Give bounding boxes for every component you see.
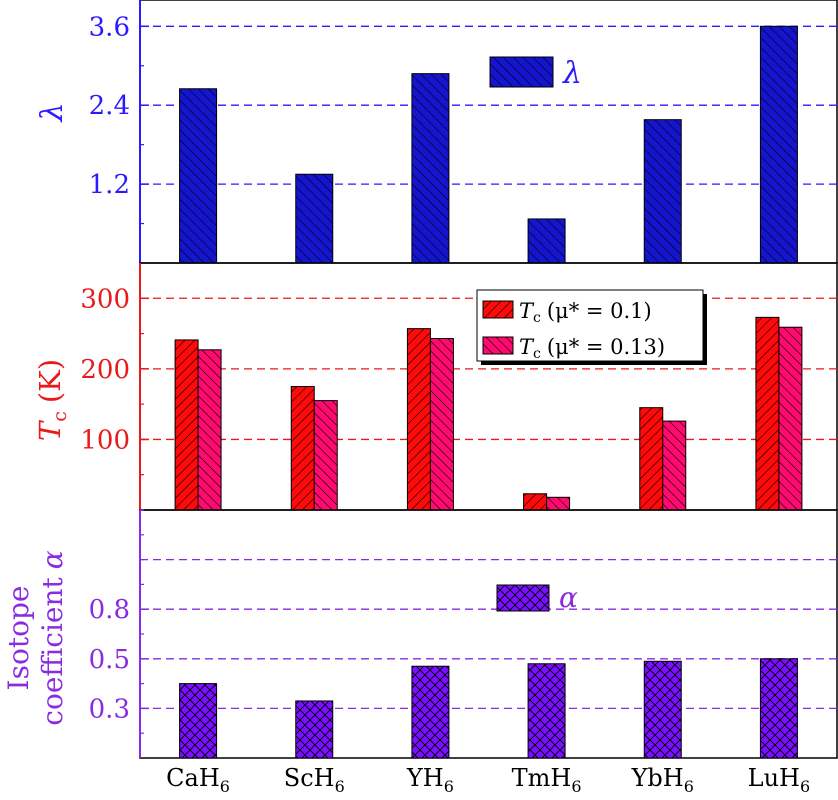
panel-lambda: 1.2 2.4 3.6 λ λ: [35, 0, 838, 264]
tc-axis-label-unit: (K): [33, 359, 67, 403]
bar: [755, 316, 780, 511]
alpha-grid: [140, 558, 837, 710]
bar: [546, 496, 571, 511]
tc-legend-swatch-2: [482, 336, 514, 355]
alpha-axis-label-line2: coefficient α: [36, 550, 69, 725]
y-tick-label: 200: [80, 355, 130, 385]
panel-tc: 100 200 300 Tc (K) Tc (μ* = 0.1) Tc (μ* = 0.1…: [33, 262, 838, 511]
bar: [523, 493, 548, 511]
alpha-legend-label: α: [559, 581, 578, 614]
tc-legend-label-2-main: T: [519, 335, 535, 359]
lambda-legend-swatch: [489, 56, 554, 88]
lambda-grid: [140, 25, 837, 185]
bar: [411, 665, 450, 759]
tc-axis-label: Tc (K): [33, 359, 71, 441]
x-tick-label: YbH6: [631, 764, 694, 796]
panel-alpha-frame: [139, 509, 838, 759]
bar: [295, 173, 334, 264]
tc-axis-label-sub: c: [49, 411, 71, 422]
y-tick-label: 100: [80, 425, 130, 455]
bar: [295, 700, 334, 759]
bar: [174, 339, 199, 511]
x-tick-label: CaH6: [166, 764, 230, 796]
bar: [759, 658, 798, 759]
x-tick-label: YH6: [406, 764, 454, 796]
alpha-axis-label-symbol: α: [36, 550, 69, 569]
y-tick-label: 0.8: [89, 595, 130, 625]
bar: [527, 218, 566, 264]
bar: [643, 660, 682, 759]
panel-alpha: 0.3 0.5 0.8 Isotope coefficient α α: [2, 509, 838, 759]
tc-legend-label-2: Tc (μ* = 0.13): [519, 335, 665, 362]
tc-legend-label-1-sub: c: [533, 310, 541, 326]
bar: [527, 663, 566, 759]
alpha-axis-label-line1: Isotope: [2, 586, 35, 691]
tc-legend: Tc (μ* = 0.1) Tc (μ* = 0.13): [476, 289, 707, 365]
bar: [429, 338, 454, 511]
y-tick-label: 3.6: [89, 12, 130, 42]
bar: [179, 683, 218, 759]
lambda-legend: λ: [489, 56, 582, 91]
lambda-ticks: 1.2 2.4 3.6: [89, 12, 149, 225]
tc-legend-label-2-rest: (μ* = 0.13): [547, 335, 665, 359]
lambda-bars: [179, 25, 798, 264]
y-tick-label: 0.5: [89, 645, 130, 675]
tc-bars: [174, 316, 803, 511]
alpha-legend-swatch: [496, 584, 550, 612]
x-tick-label: LuH6: [748, 764, 811, 796]
tc-legend-label-1: Tc (μ* = 0.1): [519, 299, 652, 326]
bar: [197, 349, 222, 511]
tc-axis-label-main: T: [33, 419, 67, 441]
bar: [406, 328, 431, 511]
bar: [759, 25, 798, 264]
tc-legend-label-1-main: T: [519, 299, 535, 323]
tc-legend-swatch-1: [482, 300, 514, 319]
lambda-axis-label: λ: [35, 102, 70, 122]
x-tick-label: ScH6: [284, 764, 345, 796]
y-tick-label: 300: [80, 284, 130, 314]
tc-legend-label-1-rest: (μ* = 0.1): [547, 299, 652, 323]
bar: [179, 88, 218, 264]
bar: [639, 407, 664, 511]
tc-legend-label-2-sub: c: [533, 346, 541, 362]
y-tick-label: 1.2: [89, 170, 130, 200]
bar: [778, 326, 803, 511]
alpha-bars: [179, 658, 798, 759]
x-axis-labels: CaH6 ScH6 YH6 TmH6 YbH6 LuH6: [166, 764, 810, 796]
bar: [411, 73, 450, 264]
x-tick-label: TmH6: [512, 764, 582, 796]
y-tick-label: 2.4: [89, 91, 130, 121]
bar: [290, 386, 315, 511]
panel-lambda-frame: [139, 0, 838, 264]
lambda-legend-label: λ: [562, 56, 582, 91]
y-tick-label: 0.3: [89, 694, 130, 724]
alpha-legend: α: [496, 581, 578, 614]
alpha-ticks: 0.3 0.5 0.8: [89, 509, 149, 734]
bar: [643, 119, 682, 264]
tc-legend-box: [476, 289, 704, 362]
alpha-axis-label-word: coefficient: [36, 576, 69, 725]
tc-ticks: 100 200 300: [80, 284, 149, 476]
bar: [313, 400, 338, 511]
bar: [662, 420, 687, 511]
